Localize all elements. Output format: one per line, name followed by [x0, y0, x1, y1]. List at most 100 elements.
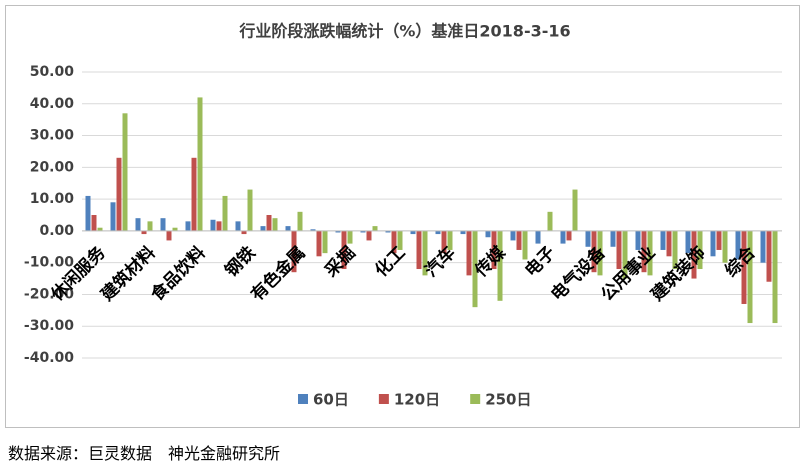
bar	[291, 230, 297, 273]
bar	[547, 211, 553, 231]
bar	[760, 230, 766, 263]
bar	[497, 230, 503, 301]
bar	[572, 189, 578, 231]
bar	[91, 215, 97, 231]
bar	[666, 230, 672, 257]
legend-swatch	[378, 394, 389, 404]
bar	[616, 230, 622, 270]
bar	[410, 230, 416, 235]
bar	[97, 227, 103, 231]
bar	[416, 230, 422, 270]
bar	[216, 221, 222, 231]
bar	[597, 230, 603, 276]
x-tick-label: 建筑装饰	[647, 242, 710, 305]
bar	[210, 219, 216, 231]
bar	[697, 230, 703, 270]
bar	[522, 230, 528, 260]
bar	[335, 230, 341, 233]
bar	[460, 230, 466, 235]
bar	[422, 230, 428, 276]
x-tick-label: 有色金属	[247, 242, 310, 305]
bar	[710, 230, 716, 257]
bar	[110, 202, 116, 231]
bar	[735, 230, 741, 260]
legend-label: 60日	[313, 391, 349, 409]
bar	[297, 211, 303, 231]
y-tick-label: -40.00	[24, 350, 74, 366]
bar	[385, 230, 391, 233]
bar	[372, 226, 378, 231]
bar	[472, 230, 478, 308]
bar	[741, 230, 747, 304]
y-tick-label: 40.00	[30, 96, 75, 112]
bar	[266, 215, 272, 231]
bar	[435, 230, 441, 235]
bar	[766, 230, 772, 282]
bar	[491, 230, 497, 270]
bar	[441, 230, 447, 254]
bar	[672, 230, 678, 270]
bar	[366, 230, 372, 241]
bar	[122, 113, 128, 231]
bar	[691, 230, 697, 279]
bar	[347, 230, 353, 244]
y-tick-label: 50.00	[30, 64, 75, 80]
bar	[660, 230, 666, 250]
legend-label: 250日	[485, 391, 531, 409]
bar	[272, 218, 278, 231]
bar	[85, 195, 91, 231]
bar	[260, 226, 266, 231]
chart-frame	[5, 5, 800, 428]
y-tick-label: -20.00	[24, 286, 74, 302]
bar	[116, 157, 122, 231]
bar	[772, 230, 778, 324]
y-tick-label: 20.00	[30, 159, 75, 175]
bar	[197, 97, 203, 231]
bar	[585, 230, 591, 247]
bar	[747, 230, 753, 324]
bar	[160, 218, 166, 231]
bar	[716, 230, 722, 250]
bar	[172, 227, 178, 231]
bar	[191, 157, 197, 231]
bar	[391, 230, 397, 254]
y-tick-label: -10.00	[24, 255, 74, 271]
bar	[447, 230, 453, 250]
x-tick-label: 钢铁	[221, 242, 260, 281]
bar	[610, 230, 616, 247]
y-tick-label: -30.00	[24, 318, 74, 334]
bar	[316, 230, 322, 257]
bar	[341, 230, 347, 270]
bar	[360, 230, 366, 233]
legend-label: 120日	[394, 391, 440, 409]
x-tick-label: 食品饮料	[147, 242, 210, 305]
bar	[510, 230, 516, 241]
bar	[485, 230, 491, 238]
legend-swatch	[470, 394, 481, 404]
bar	[397, 230, 403, 250]
bar	[310, 229, 316, 231]
bar	[322, 230, 328, 254]
bar	[635, 230, 641, 250]
bar	[466, 230, 472, 276]
source-note: 数据来源：巨灵数据 神光金融研究所	[8, 444, 281, 463]
bar	[685, 230, 691, 254]
bar	[147, 221, 153, 231]
legend-swatch	[298, 394, 308, 404]
x-tick-label: 建筑材料	[97, 242, 160, 305]
bar	[135, 218, 141, 231]
x-tick-label: 休闲服务	[46, 242, 110, 306]
bar	[622, 230, 628, 279]
bar	[591, 230, 597, 273]
bar	[560, 230, 566, 244]
y-tick-label: 30.00	[30, 128, 75, 144]
bar	[185, 221, 191, 231]
bar	[641, 230, 647, 273]
bar	[516, 230, 522, 250]
bar	[647, 230, 653, 276]
bar	[222, 195, 228, 231]
chart-title: 行业阶段涨跌幅统计（%）基准日2018-3-16	[238, 22, 570, 41]
bar	[166, 230, 172, 241]
bar	[535, 230, 541, 244]
